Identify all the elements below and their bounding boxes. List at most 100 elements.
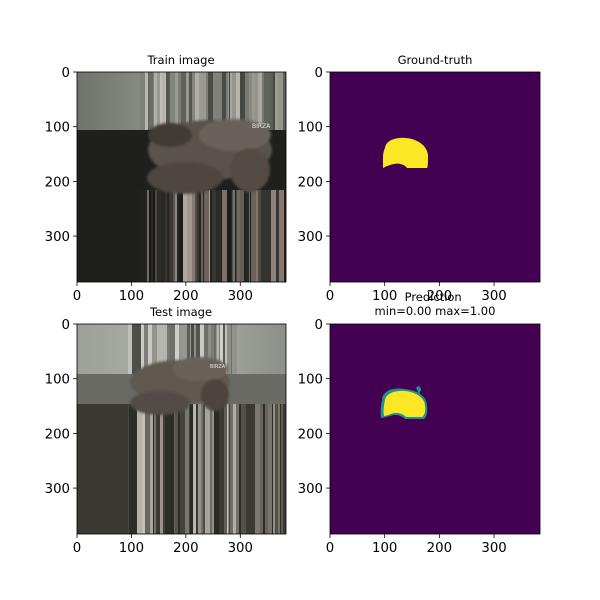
streak <box>231 190 232 282</box>
y-tick-label: 100 <box>298 121 323 136</box>
y-tick-label: 0 <box>62 318 70 333</box>
streak <box>148 72 149 130</box>
streak <box>240 190 244 282</box>
streak <box>145 72 148 130</box>
streak <box>232 72 236 130</box>
vertical-streaks <box>140 72 284 282</box>
streak <box>263 404 265 534</box>
streak <box>199 72 202 130</box>
streak <box>221 190 222 282</box>
y-tick-label: 200 <box>45 175 70 190</box>
train-image: BIRZA <box>77 72 286 282</box>
streak <box>164 72 165 130</box>
panel-title-line: Prediction <box>405 290 462 304</box>
streak <box>212 190 216 282</box>
streak <box>258 190 261 282</box>
streak <box>251 190 256 282</box>
streak <box>236 72 240 130</box>
x-tick-label: 100 <box>372 289 397 304</box>
panel-train-image: Train image BIRZA 0 100 200 300 0 100 200 300 <box>45 53 287 304</box>
y-tick-label: 100 <box>45 373 70 388</box>
streak <box>279 190 284 282</box>
test-image: BIRZA <box>77 324 286 534</box>
panel-title-line: Train image <box>146 53 214 67</box>
mask-edge <box>416 386 421 394</box>
streak <box>232 190 233 282</box>
streak <box>179 190 183 282</box>
y-tick-label: 100 <box>298 373 323 388</box>
streak <box>233 404 236 534</box>
streak <box>260 404 263 534</box>
panel-title-line: min=0.00 max=1.00 <box>375 304 496 318</box>
streak <box>258 72 262 130</box>
streak <box>169 72 170 130</box>
streak <box>162 72 164 130</box>
streak <box>272 404 273 534</box>
streak <box>202 72 206 130</box>
streak <box>168 190 169 282</box>
streak <box>266 72 269 130</box>
streak <box>167 324 170 374</box>
streak <box>175 324 179 374</box>
streak <box>196 324 200 374</box>
x-tick-label: 300 <box>481 289 506 304</box>
streak <box>148 324 152 374</box>
x-tick-label: 0 <box>326 289 334 304</box>
streak <box>278 404 280 534</box>
streak <box>157 324 162 374</box>
streak <box>276 190 279 282</box>
streak <box>155 190 157 282</box>
streak <box>157 72 160 130</box>
streak <box>223 324 225 374</box>
streak <box>170 72 175 130</box>
streak <box>179 324 181 374</box>
x-tick-label: 100 <box>119 289 144 304</box>
panel-title-line: Test image <box>149 305 212 319</box>
streak <box>150 404 153 534</box>
streak <box>222 72 226 130</box>
streak <box>210 404 212 534</box>
streak <box>195 72 199 130</box>
streak <box>216 324 217 374</box>
streak <box>157 190 162 282</box>
streak <box>173 190 175 282</box>
panel-title-line: Ground-truth <box>398 53 473 67</box>
streak <box>268 404 272 534</box>
mask-background <box>330 324 540 534</box>
streak <box>162 324 167 374</box>
streak <box>165 190 167 282</box>
streak <box>278 72 283 130</box>
streak <box>140 190 145 282</box>
streak <box>261 190 266 282</box>
y-tick-label: 100 <box>45 121 70 136</box>
streak <box>249 190 250 282</box>
streak <box>144 324 148 374</box>
streak <box>228 72 229 130</box>
streak <box>262 72 264 130</box>
streak <box>222 190 227 282</box>
streak <box>133 404 136 534</box>
streak <box>141 324 144 374</box>
streak <box>204 324 205 374</box>
streak <box>246 404 251 534</box>
y-tick-label: 200 <box>45 427 70 442</box>
y-tick-label: 300 <box>298 230 323 245</box>
streak <box>204 190 209 282</box>
streak <box>193 404 196 534</box>
streak <box>229 404 230 534</box>
streak <box>151 190 153 282</box>
streak <box>230 72 232 130</box>
streak <box>190 324 191 374</box>
x-tick-label: 300 <box>228 541 253 556</box>
streak <box>219 404 224 534</box>
streak <box>128 324 132 374</box>
streak <box>208 324 211 374</box>
panel-prediction: Prediction min=0.00 max=1.00 0 100 200 3000… <box>298 290 541 556</box>
streak <box>167 190 168 282</box>
streak <box>174 404 175 534</box>
streak <box>236 404 239 534</box>
x-tick-label: 0 <box>326 541 334 556</box>
streak <box>273 72 275 130</box>
streak <box>216 190 221 282</box>
